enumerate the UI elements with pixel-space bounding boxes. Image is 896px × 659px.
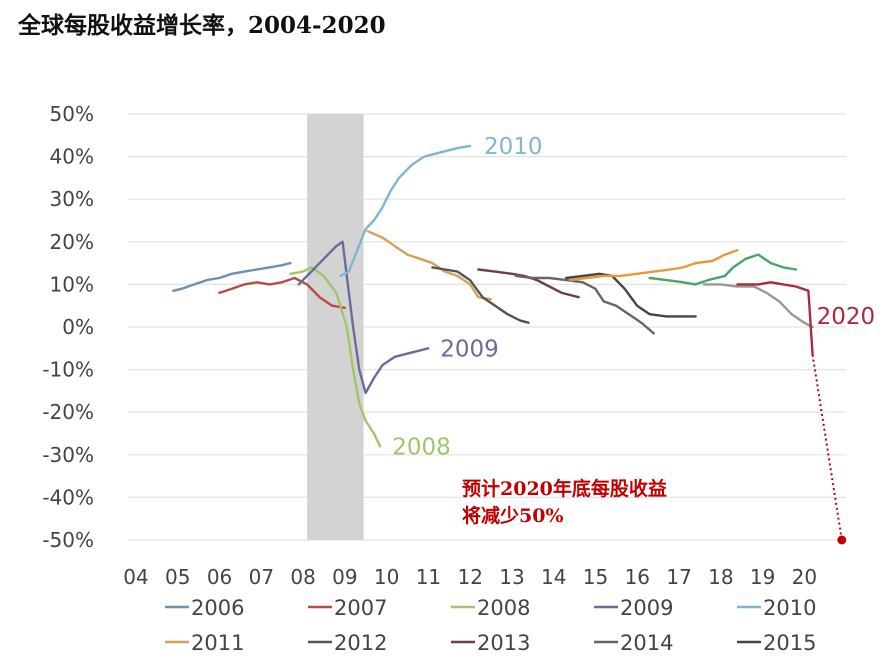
legend-label: 2006 — [191, 596, 244, 620]
y-tick-label: -20% — [42, 400, 94, 424]
series-line-2013 — [477, 268, 580, 299]
x-tick-label: 04 — [123, 565, 148, 589]
x-tick-label: 05 — [165, 565, 190, 589]
x-tick-label: 19 — [750, 565, 775, 589]
x-tick-label: 08 — [290, 565, 315, 589]
x-tick-label: 06 — [207, 565, 232, 589]
series-label-2020: 2020 — [817, 304, 876, 330]
series-label-2009: 2009 — [440, 336, 499, 362]
series-label-2008: 2008 — [392, 434, 451, 460]
projection-end-point — [837, 535, 847, 545]
x-tick-label: 16 — [625, 565, 650, 589]
x-tick-label: 13 — [499, 565, 524, 589]
x-tick-label: 10 — [374, 565, 399, 589]
x-tick-label: 17 — [666, 565, 691, 589]
legend-label: 2007 — [334, 596, 387, 620]
grid-lines — [128, 113, 846, 541]
series-line-2006 — [172, 261, 292, 292]
x-tick-label: 07 — [249, 565, 274, 589]
projection — [811, 354, 847, 545]
x-tick-label: 15 — [583, 565, 608, 589]
legend-label: 2014 — [620, 631, 673, 655]
y-tick-label: -30% — [42, 443, 94, 467]
series-line-2011 — [366, 230, 493, 301]
series-line-2008 — [289, 266, 382, 448]
legend-label: 2010 — [763, 596, 816, 620]
legend-label: 2013 — [477, 631, 530, 655]
series-labels: 2008 2009 2010 2020 — [392, 134, 875, 460]
series-lines — [172, 144, 814, 448]
x-tick-label: 20 — [792, 565, 817, 589]
series-line-2016 — [569, 249, 739, 282]
y-tick-label: -10% — [42, 358, 94, 382]
y-tick-label: -40% — [42, 485, 94, 509]
series-line-2018 — [702, 283, 814, 329]
y-tick-label: 40% — [50, 145, 94, 169]
x-tick-label: 11 — [416, 565, 441, 589]
series-line-2010 — [339, 144, 472, 278]
series-line-2015 — [564, 272, 697, 318]
y-tick-label: 50% — [50, 102, 94, 126]
legend-label: 2015 — [763, 631, 816, 655]
shaded-region — [307, 114, 364, 540]
annotation-line: 将减少50% — [462, 504, 564, 527]
series-label-2010: 2010 — [484, 134, 543, 160]
series-line-2012 — [431, 266, 530, 324]
annotation-line: 预计2020年底每股收益 — [462, 477, 667, 500]
projection-line — [811, 354, 843, 541]
legend: 2006 2007 2008 2009 2010 2011 2012 2013 2014 2015 — [165, 596, 816, 655]
y-tick-label: 20% — [50, 230, 94, 254]
x-tick-label: 18 — [708, 565, 733, 589]
legend-label: 2009 — [620, 596, 673, 620]
page-title: 全球每股收益增长率，2004-2020 — [18, 12, 386, 39]
series-line-2017 — [648, 253, 798, 286]
recession-shading — [307, 114, 364, 540]
y-tick-label: 0% — [62, 315, 94, 339]
x-tick-label: 09 — [332, 565, 357, 589]
legend-label: 2008 — [477, 596, 530, 620]
y-tick-label: -50% — [42, 528, 94, 552]
x-tick-label: 12 — [457, 565, 482, 589]
x-tick-label: 14 — [541, 565, 566, 589]
legend-label: 2011 — [191, 631, 244, 655]
series-line-2014 — [514, 274, 655, 335]
series-line-2009 — [297, 240, 430, 395]
series-line-2020 — [736, 281, 814, 356]
y-tick-label: 10% — [50, 272, 94, 296]
y-axis-ticks: 50% 40% 30% 20% 10% 0% -10% -20% -30% -40% -50% — [42, 102, 94, 552]
x-axis-ticks: 04 05 06 07 08 09 10 11 12 13 14 15 16 17 18 19 20 — [123, 565, 817, 589]
series-line-2007 — [218, 276, 346, 309]
legend-label: 2012 — [334, 631, 387, 655]
y-tick-label: 30% — [50, 187, 94, 211]
